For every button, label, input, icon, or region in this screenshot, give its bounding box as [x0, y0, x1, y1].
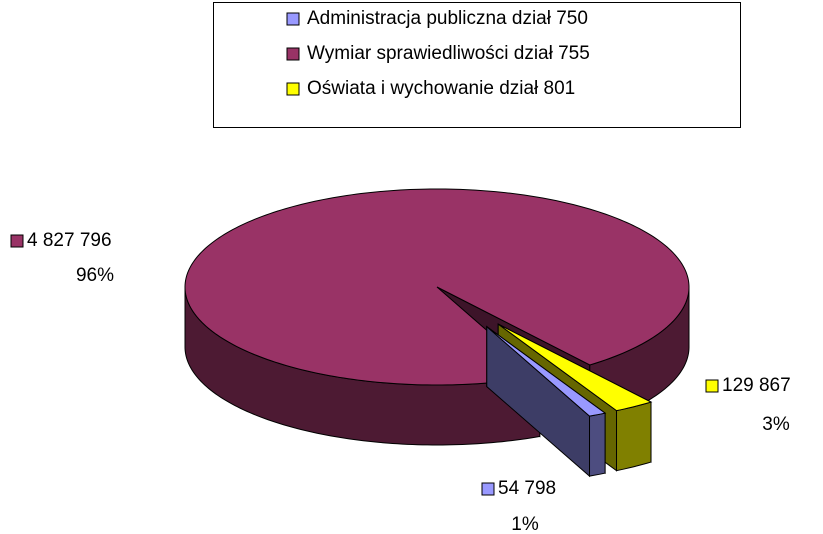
- percent-label: 1%: [511, 514, 539, 534]
- slice: [486, 325, 607, 478]
- slice-side: [616, 401, 652, 472]
- percent-label: 96%: [76, 265, 114, 286]
- legend: Administracja publiczna dział 750 Wymiar …: [286, 8, 590, 99]
- value-label: 129 867: [722, 375, 791, 396]
- legend-swatch: [286, 82, 300, 96]
- legend-swatch: [286, 12, 300, 26]
- legend-label: Administracja publiczna dział 750: [307, 8, 588, 29]
- slice-top: [497, 323, 653, 412]
- legend-box: [213, 2, 741, 128]
- legend-label: Oświata i wychowanie dział 801: [307, 78, 575, 99]
- data-labels: 54 798 1% 4 827 796 96% 129 867 3%: [10, 230, 791, 534]
- slice-top: [486, 326, 607, 417]
- slice-side: [589, 412, 606, 477]
- value-label: 4 827 796: [27, 230, 112, 251]
- legend-label: Wymiar sprawiedliwości dział 755: [307, 43, 590, 64]
- label-swatch: [10, 234, 24, 248]
- slice-top: [184, 188, 690, 386]
- label-swatch: [705, 379, 719, 393]
- pie: [184, 188, 690, 478]
- value-label: 54 798: [498, 478, 556, 499]
- label-swatch: [481, 482, 495, 496]
- percent-label: 3%: [762, 414, 790, 435]
- legend-swatch: [286, 47, 300, 61]
